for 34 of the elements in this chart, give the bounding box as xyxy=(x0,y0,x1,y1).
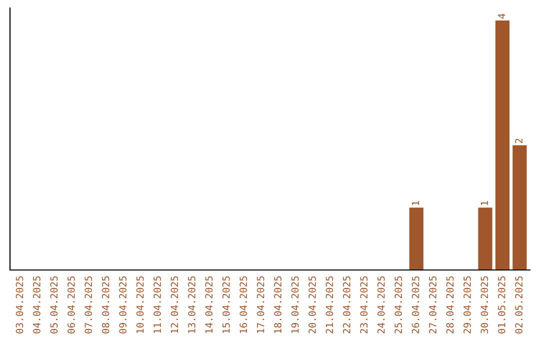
x-tick-label: 05.04.2025 xyxy=(50,276,58,334)
x-tick-label: 16.04.2025 xyxy=(240,276,248,333)
x-tick-label: 30.04.2025 xyxy=(480,276,488,334)
x-tick-label: 06.04.2025 xyxy=(67,276,75,334)
x-tick-label: 03.04.2025 xyxy=(16,276,24,334)
x-tick-label: 01.05.2025 xyxy=(498,276,506,334)
x-tick-label: 19.04.2025 xyxy=(291,276,299,333)
x-tick-label: 29.04.2025 xyxy=(464,276,471,334)
x-tick-label: 02.05.2025 xyxy=(515,276,523,334)
x-tick-label: 15.04.2025 xyxy=(222,276,230,333)
x-tick-label: 23.04.2025 xyxy=(360,276,368,334)
x-tick-label: 25.04.2025 xyxy=(394,276,402,334)
data-label: 1 xyxy=(412,201,420,206)
x-tick-label: 13.04.2025 xyxy=(188,276,196,333)
x-tick-label: 12.04.2025 xyxy=(170,276,178,333)
x-tick-label: 17.04.2025 xyxy=(256,276,264,333)
x-tick-label: 10.04.2025 xyxy=(136,276,144,333)
data-label: 2 xyxy=(515,138,522,144)
x-tick-label: 18.04.2025 xyxy=(274,276,282,333)
x-tick-label: 14.04.2025 xyxy=(205,276,213,333)
data-label: 4 xyxy=(498,14,506,19)
x-tick-label: 24.04.2025 xyxy=(377,276,385,334)
x-tick-label: 08.04.2025 xyxy=(102,276,110,334)
x-tick-label: 07.04.2025 xyxy=(84,276,92,334)
x-tick-label: 21.04.2025 xyxy=(326,276,334,334)
x-tick-label: 22.04.2025 xyxy=(342,276,350,334)
x-tick-label: 09.04.2025 xyxy=(119,276,126,334)
x-tick-label: 27.04.2025 xyxy=(429,276,436,334)
x-tick-label: 11.04.2025 xyxy=(154,276,161,333)
data-label: 1 xyxy=(480,201,488,206)
x-tick-label: 26.04.2025 xyxy=(412,276,420,334)
x-tick-label: 28.04.2025 xyxy=(446,276,454,334)
x-tick-label: 04.04.2025 xyxy=(33,276,40,334)
x-tick-label: 20.04.2025 xyxy=(308,276,316,334)
